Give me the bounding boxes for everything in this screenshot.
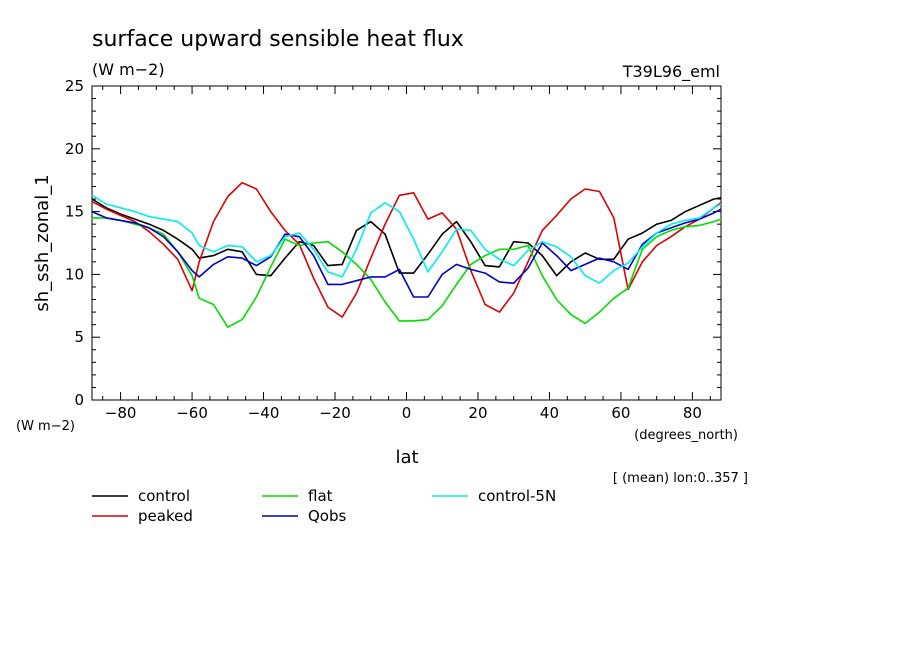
legend-entry: flat [262, 487, 333, 505]
units-label: (W m−2) [92, 60, 165, 79]
legend-label: flat [308, 487, 333, 505]
x-tick-label: −60 [176, 404, 208, 422]
y-tick-label: 25 [65, 77, 84, 95]
series-line-flat [92, 217, 722, 329]
y-tick-labels: 0 5 10 15 20 25 [65, 77, 84, 409]
x-tick-label: 40 [540, 404, 559, 422]
series-line-peaked [91, 181, 722, 318]
legend-label: Qobs [308, 507, 347, 525]
y-axis-label: sh_ssh_zonal_1 [32, 174, 53, 311]
legend-entry: Qobs [262, 507, 347, 525]
series-lines [91, 181, 722, 329]
series-line-control-5n [91, 194, 722, 285]
plot-frame [91, 85, 722, 401]
x-axis-label: lat [395, 447, 418, 468]
x-tick-label: −20 [319, 404, 351, 422]
y-tick-label: 5 [74, 328, 84, 346]
y-tick-label: 0 [74, 391, 84, 409]
legend-entry: peaked [92, 507, 193, 525]
footnote: [ (mean) lon:0..357 ] [613, 471, 748, 486]
y-tick-label: 15 [65, 203, 84, 221]
y-axis-units: (W m−2) [16, 419, 75, 434]
x-tick-label: 20 [468, 404, 487, 422]
axis-ticks [92, 86, 721, 400]
legend-label: peaked [138, 507, 193, 525]
x-axis-units: (degrees_north) [634, 428, 738, 443]
y-tick-label: 20 [65, 140, 84, 158]
x-tick-label: 0 [402, 404, 412, 422]
run-label: T39L96_eml [622, 62, 720, 82]
chart-title: surface upward sensible heat flux [92, 27, 464, 52]
x-tick-label: 60 [611, 404, 630, 422]
legend-label: control-5N [478, 487, 556, 505]
legend-label: control [138, 487, 190, 505]
series-line-qobs [91, 208, 722, 298]
x-tick-label: −40 [248, 404, 280, 422]
legend-entry: control-5N [432, 487, 556, 505]
series-line-control [91, 197, 722, 277]
x-tick-label: −80 [105, 404, 137, 422]
legend-entry: control [92, 487, 190, 505]
legend: control peaked flat Qobs control-5N [92, 487, 556, 525]
y-tick-label: 10 [65, 265, 84, 283]
x-tick-label: 80 [683, 404, 702, 422]
x-tick-labels: −80 −60 −40 −20 0 20 40 60 80 [105, 404, 702, 422]
